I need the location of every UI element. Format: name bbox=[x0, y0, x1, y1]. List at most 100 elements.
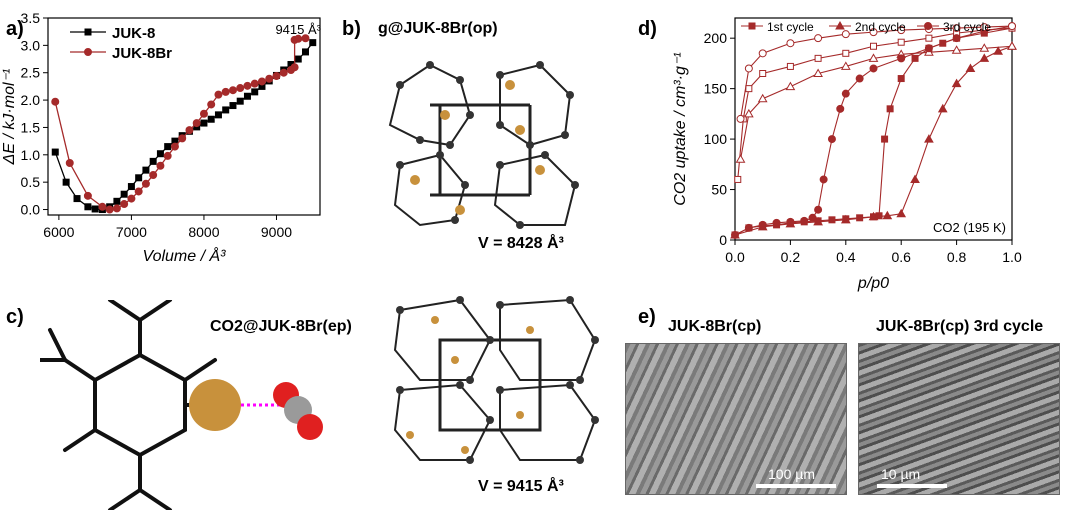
data-point-2nd cycle desorption bbox=[757, 93, 768, 103]
data-point-JUK-8Br bbox=[192, 119, 201, 128]
data-point-1st cycle desorption bbox=[925, 34, 933, 42]
data-point-2nd cycle desorption bbox=[868, 53, 879, 62]
data-point-3rd cycle desorption bbox=[1008, 22, 1016, 31]
data-point-2nd cycle bbox=[813, 216, 823, 226]
data-point-3rd cycle bbox=[952, 34, 961, 43]
data-point-3rd cycle bbox=[836, 104, 845, 113]
data-point-JUK-8 bbox=[142, 166, 150, 174]
data-point-1st cycle desorption bbox=[745, 85, 753, 93]
scale-bar-left bbox=[756, 484, 836, 488]
data-point-3rd cycle bbox=[855, 74, 864, 83]
data-point-3rd cycle desorption bbox=[814, 34, 823, 43]
data-point-1st cycle bbox=[911, 54, 919, 62]
x-tick-label-d: 0.2 bbox=[781, 249, 801, 265]
x-tick-label-a: 8000 bbox=[188, 224, 219, 240]
y-tick-label-d: 100 bbox=[704, 131, 728, 147]
legend-marker-1st cycle bbox=[748, 22, 756, 30]
data-point-JUK-8Br bbox=[250, 79, 259, 88]
data-point-JUK-8Br bbox=[156, 161, 165, 170]
panel-label-b: b) bbox=[342, 18, 361, 40]
data-point-JUK-8Br bbox=[120, 200, 129, 209]
panel-e-right-title: JUK-8Br(cp) 3rd cycle bbox=[876, 318, 1044, 335]
data-point-3rd cycle desorption bbox=[952, 24, 961, 33]
data-point-3rd cycle bbox=[731, 230, 739, 239]
data-point-1st cycle desorption bbox=[734, 175, 742, 183]
data-point-3rd cycle desorption bbox=[744, 64, 753, 73]
br-co2-interaction-diagram bbox=[40, 300, 323, 510]
data-point-JUK-8 bbox=[73, 195, 81, 203]
panel-c-title: CO2@JUK-8Br(ep) bbox=[210, 318, 352, 335]
x-tick-label-d: 0.6 bbox=[891, 249, 911, 265]
data-point-JUK-8 bbox=[309, 39, 317, 47]
data-point-JUK-8Br bbox=[134, 187, 143, 196]
data-point-1st cycle bbox=[886, 105, 894, 113]
data-point-3rd cycle desorption bbox=[897, 26, 906, 35]
data-point-2nd cycle desorption bbox=[785, 81, 796, 91]
data-point-JUK-8 bbox=[135, 174, 143, 182]
x-tick-label-d: 1.0 bbox=[1002, 249, 1022, 265]
data-point-2nd cycle bbox=[993, 46, 1004, 55]
y-tick-label-d: 150 bbox=[704, 81, 728, 97]
x-tick-label-d: 0.4 bbox=[836, 249, 856, 265]
data-point-2nd cycle bbox=[896, 208, 907, 218]
series-line-2nd cycle bbox=[734, 45, 1013, 236]
data-point-2nd cycle bbox=[951, 78, 962, 88]
data-point-JUK-8Br bbox=[141, 179, 150, 188]
data-point-JUK-8Br bbox=[178, 134, 187, 143]
data-point-JUK-8 bbox=[51, 148, 59, 156]
data-point-JUK-8Br bbox=[272, 72, 281, 81]
panel-b-volume: V = 8428 Å³ bbox=[478, 235, 564, 252]
data-point-3rd cycle desorption bbox=[841, 30, 850, 39]
y-tick-label-d: 50 bbox=[711, 182, 727, 198]
data-point-JUK-8Br bbox=[199, 109, 208, 118]
data-point-JUK-8Br bbox=[112, 204, 121, 213]
series-line-JUK-8Br bbox=[54, 37, 306, 211]
x-axis-label-d: p/p0 bbox=[857, 275, 889, 292]
data-point-3rd cycle bbox=[924, 44, 933, 53]
data-point-JUK-8Br bbox=[279, 68, 288, 77]
data-point-JUK-8Br bbox=[105, 205, 114, 214]
data-point-JUK-8 bbox=[149, 157, 157, 165]
panel-b-title: g@JUK-8Br(op) bbox=[378, 20, 498, 37]
panel-label-c: c) bbox=[6, 306, 24, 328]
data-point-JUK-8 bbox=[301, 48, 309, 56]
data-point-JUK-8 bbox=[127, 183, 135, 191]
data-point-JUK-8Br bbox=[207, 100, 216, 109]
y-axis-label-a: ΔE / kJ·mol⁻¹ bbox=[1, 69, 18, 166]
data-point-3rd cycle bbox=[772, 218, 781, 227]
data-point-3rd cycle bbox=[819, 175, 828, 184]
data-point-3rd cycle bbox=[744, 223, 753, 232]
plot-frame-d bbox=[734, 17, 1013, 241]
data-point-JUK-8 bbox=[236, 97, 244, 105]
panel-label-e: e) bbox=[638, 306, 656, 328]
data-point-1st cycle bbox=[881, 135, 889, 143]
data-point-3rd cycle desorption bbox=[736, 114, 745, 123]
data-point-JUK-8 bbox=[113, 197, 121, 205]
data-point-3rd cycle desorption bbox=[758, 49, 767, 58]
x-tick-label-a: 7000 bbox=[116, 224, 147, 240]
y-tick-label-a: 2.5 bbox=[21, 65, 41, 81]
data-point-3rd cycle bbox=[897, 54, 906, 63]
data-point-3rd cycle bbox=[786, 217, 795, 226]
scale-bar-right bbox=[877, 484, 947, 488]
scale-label-right: 10 µm bbox=[881, 466, 921, 482]
y-tick-label-d: 200 bbox=[704, 30, 728, 46]
data-point-2nd cycle desorption bbox=[813, 68, 823, 77]
data-point-2nd cycle desorption bbox=[951, 45, 962, 54]
legend-label-2nd cycle: 2nd cycle bbox=[855, 20, 906, 34]
data-point-JUK-8 bbox=[243, 92, 251, 100]
data-point-2nd cycle desorption bbox=[979, 43, 990, 52]
legend-label-JUK-8: JUK-8 bbox=[112, 25, 155, 42]
legend-label-JUK-8Br: JUK-8Br bbox=[112, 45, 172, 62]
data-point-JUK-8 bbox=[62, 178, 70, 186]
data-point-JUK-8Br bbox=[290, 63, 299, 72]
y-tick-label-a: 3.0 bbox=[21, 37, 41, 53]
data-point-1st cycle desorption bbox=[759, 70, 767, 77]
data-point-JUK-8 bbox=[200, 119, 208, 127]
data-point-JUK-8 bbox=[84, 203, 92, 211]
data-point-3rd cycle desorption bbox=[786, 39, 795, 48]
data-point-2nd cycle bbox=[882, 210, 893, 220]
data-point-3rd cycle desorption bbox=[980, 23, 989, 32]
y-tick-label-a: 2.0 bbox=[21, 92, 41, 108]
y-tick-label-a: 3.5 bbox=[21, 10, 41, 26]
